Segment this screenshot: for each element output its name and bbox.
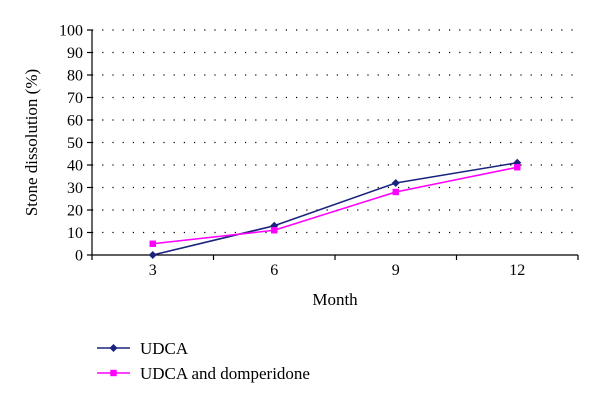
y-tick-label: 50 xyxy=(67,135,83,152)
legend-label: UDCA and domperidone xyxy=(140,364,310,383)
data-point xyxy=(271,227,278,234)
y-axis-title: Stone dissolution (%) xyxy=(22,69,41,216)
x-tick-label: 6 xyxy=(270,262,278,279)
series xyxy=(148,158,522,259)
y-tick-label: 100 xyxy=(59,23,83,40)
legend-marker xyxy=(110,369,117,377)
x-tick-label: 9 xyxy=(392,262,400,279)
x-axis-title: Month xyxy=(312,290,358,309)
data-point xyxy=(392,188,399,196)
y-tick-label: 10 xyxy=(67,225,83,242)
y-tick-label: 80 xyxy=(67,68,83,85)
data-point xyxy=(149,240,156,247)
y-tick-label: 0 xyxy=(75,248,83,265)
series-line xyxy=(152,161,518,256)
x-tick-label: 3 xyxy=(149,262,157,279)
legend-marker-square xyxy=(110,369,117,377)
y-tick-label: 30 xyxy=(67,180,83,197)
y-tick-label: 20 xyxy=(67,203,83,220)
legend-marker-diamond xyxy=(109,344,118,352)
legend-item-udca: UDCA xyxy=(97,339,189,358)
x-tick-labels: 3 6 9 12 xyxy=(91,255,579,279)
axes xyxy=(91,30,578,256)
series-square xyxy=(149,164,521,247)
y-tick-label: 40 xyxy=(67,158,83,175)
legend-marker xyxy=(109,344,118,352)
legend-item-udca-domperidone: UDCA and domperidone xyxy=(97,364,310,383)
data-point xyxy=(391,179,400,187)
y-tick-label: 60 xyxy=(67,113,83,130)
grid-lines xyxy=(92,29,578,234)
data-point xyxy=(514,164,521,171)
series-diamond xyxy=(148,158,522,259)
legend-label: UDCA xyxy=(140,339,189,358)
data-point xyxy=(148,251,157,259)
legend: UDCA UDCA and domperidone xyxy=(97,339,310,383)
y-tick-label: 90 xyxy=(67,45,83,62)
y-tick-labels: 0 10 20 30 40 50 60 70 80 90 100 xyxy=(59,23,92,265)
x-tick-label: 12 xyxy=(509,262,525,279)
y-tick-label: 70 xyxy=(67,90,83,107)
series-line xyxy=(152,166,518,245)
